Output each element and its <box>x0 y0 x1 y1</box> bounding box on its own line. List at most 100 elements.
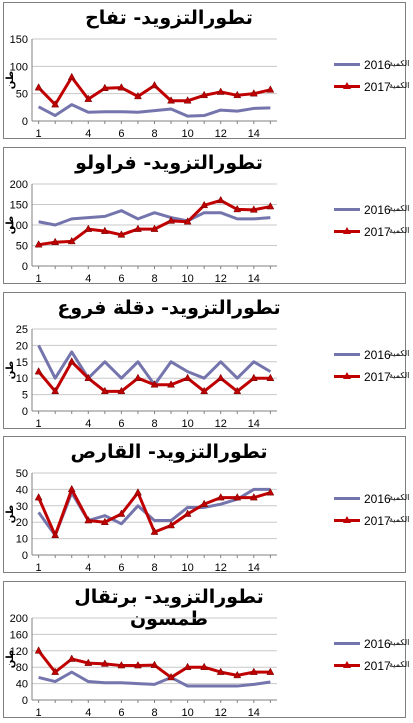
x-tick-label: 8 <box>151 128 157 140</box>
data-point <box>100 83 109 91</box>
legend-swatch <box>334 642 360 645</box>
data-point <box>183 96 192 104</box>
data-point <box>84 94 93 102</box>
data-point <box>34 240 43 248</box>
legend-item: 2017 الكمية <box>329 511 409 533</box>
data-point <box>67 236 76 245</box>
data-point <box>266 202 275 210</box>
y-tick-label: 100 <box>10 220 28 232</box>
series-line-2016 <box>38 209 271 227</box>
data-point <box>100 517 109 525</box>
legend: 2016 الكمية 2017 الكمية <box>329 634 409 678</box>
legend: 2016 الكمية 2017 الكمية <box>329 489 409 533</box>
data-point <box>100 386 109 395</box>
x-tick-label: 10 <box>181 707 193 719</box>
legend-item: 2016 الكمية <box>329 200 409 222</box>
y-tick-label: 10 <box>16 373 28 385</box>
y-tick-label: 80 <box>16 662 28 674</box>
data-point <box>34 646 43 654</box>
data-point <box>51 386 60 395</box>
legend-label: الكمية <box>389 349 410 358</box>
data-point <box>150 660 159 668</box>
data-point <box>134 224 142 232</box>
y-tick-label: 120 <box>10 646 28 658</box>
x-tick-label: 6 <box>118 562 124 574</box>
y-axis-label: طن <box>5 361 16 379</box>
data-point <box>216 373 225 381</box>
y-tick-label: 20 <box>16 517 28 529</box>
data-point <box>51 667 60 675</box>
x-tick-label: 14 <box>248 273 260 285</box>
x-tick-label: 4 <box>85 128 91 140</box>
y-tick-label: 0 <box>22 261 28 273</box>
x-tick-label: 4 <box>85 273 91 285</box>
y-tick-label: 5 <box>22 390 28 402</box>
x-tick-label: 6 <box>118 128 124 140</box>
legend-item: 2017 الكمية <box>329 77 409 99</box>
series-line-2016 <box>38 670 271 688</box>
y-tick-label: 200 <box>10 613 28 625</box>
x-tick-label: 1 <box>36 418 42 430</box>
data-point <box>233 90 242 99</box>
data-point <box>183 509 192 517</box>
data-point <box>249 205 258 213</box>
x-tick-label: 6 <box>118 273 124 285</box>
x-tick-label: 4 <box>85 418 91 430</box>
x-tick-label: 14 <box>248 562 260 574</box>
data-point <box>117 386 126 395</box>
data-point <box>34 83 43 91</box>
data-point <box>266 488 275 496</box>
y-tick-label: 150 <box>10 200 28 212</box>
legend-year: 2016 <box>364 203 391 217</box>
y-tick-label: 50 <box>16 89 28 101</box>
data-point <box>84 224 93 232</box>
legend-year: 2017 <box>364 659 391 673</box>
y-tick-label: 0 <box>22 695 28 707</box>
data-point <box>233 204 242 213</box>
y-tick-label: 50 <box>16 468 28 480</box>
data-point <box>266 373 275 381</box>
legend-marker-icon <box>343 82 351 89</box>
y-tick-label: 40 <box>16 484 28 496</box>
chart-title: تطورالتزويد- فراولو <box>75 152 263 174</box>
data-point <box>34 493 43 501</box>
y-tick-label: 150 <box>10 34 28 46</box>
data-point <box>266 667 275 675</box>
legend: 2016 الكمية 2017 الكمية <box>329 55 410 99</box>
x-tick-label: 8 <box>151 273 157 285</box>
legend-year: 2017 <box>364 514 391 528</box>
y-axis-label: طن <box>5 71 16 89</box>
legend-item: 2016 الكمية <box>329 634 409 656</box>
data-point <box>150 224 159 232</box>
chart-panel: تطورالتزويد- فراولو 0 50 100 150 200 1 4 6 8 10 12 1… <box>3 147 410 285</box>
x-tick-label: 1 <box>36 562 42 574</box>
data-point <box>216 667 225 675</box>
series-line-2017 <box>38 198 271 247</box>
legend-label: الكمية <box>389 226 410 235</box>
x-tick-label: 4 <box>85 707 91 719</box>
legend-year: 2016 <box>364 348 391 362</box>
chart-panel: تطورالتزويد- دقلة فروع 0 5 10 15 20 25 1 4 6 8 10 12… <box>3 292 410 430</box>
series-line-2016 <box>37 103 271 118</box>
data-point <box>249 667 258 675</box>
x-tick-label: 10 <box>181 273 193 285</box>
data-point <box>34 367 43 375</box>
data-point <box>150 380 159 388</box>
data-point <box>233 670 242 679</box>
y-tick-label: 200 <box>10 179 28 191</box>
data-point <box>200 662 209 670</box>
legend-item: 2017 الكمية <box>329 222 410 244</box>
data-point <box>167 380 175 388</box>
legend-label: الكمية <box>389 59 410 68</box>
chart-panel: تطورالتزويد- القارص 0 10 20 30 40 50 1 4 6 8 10 12 14… <box>3 436 409 574</box>
y-tick-label: 30 <box>16 501 28 513</box>
x-tick-label: 1 <box>36 128 42 140</box>
data-point <box>67 484 76 493</box>
data-point <box>100 659 109 667</box>
y-axis-label: طن <box>5 650 16 668</box>
chart-panel: تطورالتزويد- برتقال طمسون 0 40 80 120 160 200 1… <box>3 581 409 719</box>
data-point <box>200 90 209 99</box>
